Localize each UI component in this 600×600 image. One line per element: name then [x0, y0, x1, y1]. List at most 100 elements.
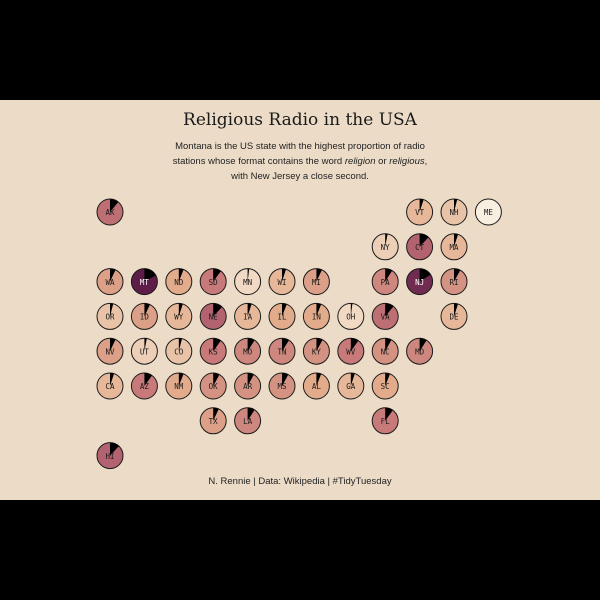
state-label: HI [105, 452, 114, 461]
state-slice [385, 338, 392, 352]
state-slice [316, 303, 322, 317]
state-tile-sc: SC [371, 372, 399, 400]
state-label: MI [312, 278, 321, 287]
state-label: NJ [415, 278, 424, 287]
state-tile-wy: WY [165, 302, 193, 330]
state-tile-md: MD [406, 337, 434, 365]
state-slice [110, 338, 116, 352]
state-label: MA [449, 243, 459, 252]
state-label: ME [484, 208, 494, 217]
state-tile-ri: RI [440, 268, 468, 296]
state-tile-pa: PA [371, 268, 399, 296]
state-label: ND [174, 278, 184, 287]
state-tile-hi: HI [96, 442, 124, 470]
state-label: SC [381, 382, 390, 391]
state-label: KS [209, 347, 219, 356]
state-tile-nd: ND [165, 268, 193, 296]
state-tile-ms: MS [268, 372, 296, 400]
state-slice [454, 199, 458, 212]
state-slice [213, 373, 220, 386]
state-tile-nh: NH [440, 198, 468, 226]
state-slice [247, 303, 252, 317]
state-tile-ct: CT [406, 233, 434, 261]
state-slice [110, 373, 115, 386]
state-tile-nj: NJ [406, 268, 434, 296]
state-slice [213, 338, 221, 352]
state-tile-me: ME [474, 198, 502, 226]
state-slice [110, 268, 116, 282]
state-slice [247, 373, 254, 386]
state-label: MN [243, 278, 252, 287]
state-label: KY [312, 347, 322, 356]
state-slice [178, 372, 184, 386]
state-tile-ca: CA [96, 372, 124, 400]
state-label: OR [105, 313, 115, 322]
state-slice [144, 268, 156, 282]
state-tile-oh: OH [337, 302, 365, 330]
state-tile-ut: UT [130, 337, 158, 365]
state-label: WA [105, 278, 115, 287]
state-slice [178, 268, 184, 282]
state-tile-ks: KS [199, 337, 227, 365]
state-label: CT [415, 243, 425, 252]
state-slice [144, 373, 153, 386]
state-label: RI [449, 278, 458, 287]
state-tile-nv: NV [96, 337, 124, 365]
state-label: CO [174, 347, 184, 356]
state-label: NY [381, 243, 391, 252]
state-circle [474, 198, 502, 226]
caption: N. Rennie | Data: Wikipedia | #TidyTuesd… [208, 476, 392, 487]
state-label: AZ [140, 382, 150, 391]
state-slice [282, 373, 289, 386]
state-label: WY [174, 313, 184, 322]
state-tile-co: CO [165, 337, 193, 365]
state-label: FL [381, 417, 391, 426]
subtitle-line-2-or: or [375, 156, 390, 167]
state-tile-de: DE [440, 302, 468, 330]
state-slice [419, 268, 431, 282]
state-slice [247, 407, 255, 421]
state-label: OK [209, 382, 219, 391]
state-slice [178, 338, 183, 352]
state-tile-wi: WI [268, 268, 296, 296]
state-label: VA [381, 313, 391, 322]
state-slice [385, 372, 390, 386]
state-tile-ok: OK [199, 372, 227, 400]
state-tile-la: LA [234, 407, 262, 435]
state-tile-sd: SD [199, 268, 227, 296]
state-slice [316, 338, 323, 352]
state-slice [419, 338, 427, 352]
state-slice [110, 199, 119, 212]
state-slice [350, 338, 359, 352]
state-label: NM [174, 382, 184, 391]
state-label: IA [243, 313, 253, 322]
state-tile-fl: FL [371, 407, 399, 435]
state-slice [110, 442, 119, 456]
state-label: CA [105, 382, 115, 391]
state-label: VT [415, 208, 425, 217]
state-tile-ar: AR [234, 372, 262, 400]
state-slice [385, 233, 388, 247]
state-label: NH [449, 208, 459, 217]
state-slice [213, 303, 223, 317]
subtitle-line-2-end: , [424, 156, 428, 167]
state-tile-id: ID [130, 302, 158, 330]
subtitle-line-3: with New Jersey a close second. [231, 171, 369, 182]
state-label: MO [243, 347, 253, 356]
state-tile-al: AL [302, 372, 330, 400]
state-slice [350, 373, 355, 386]
state-slice [178, 303, 183, 317]
state-tile-il: IL [268, 302, 296, 330]
state-label: IN [312, 313, 321, 322]
subtitle-line-2-start: stations whose format contains the word [172, 156, 345, 167]
state-slice [144, 338, 147, 352]
state-slice [316, 268, 322, 282]
state-tile-ia: IA [234, 302, 262, 330]
state-tile-ne: NE [199, 302, 227, 330]
state-slice [282, 268, 287, 282]
state-tile-ky: KY [302, 337, 330, 365]
state-slice [247, 268, 250, 282]
state-label: AK [105, 208, 115, 217]
state-label: NV [105, 347, 115, 356]
